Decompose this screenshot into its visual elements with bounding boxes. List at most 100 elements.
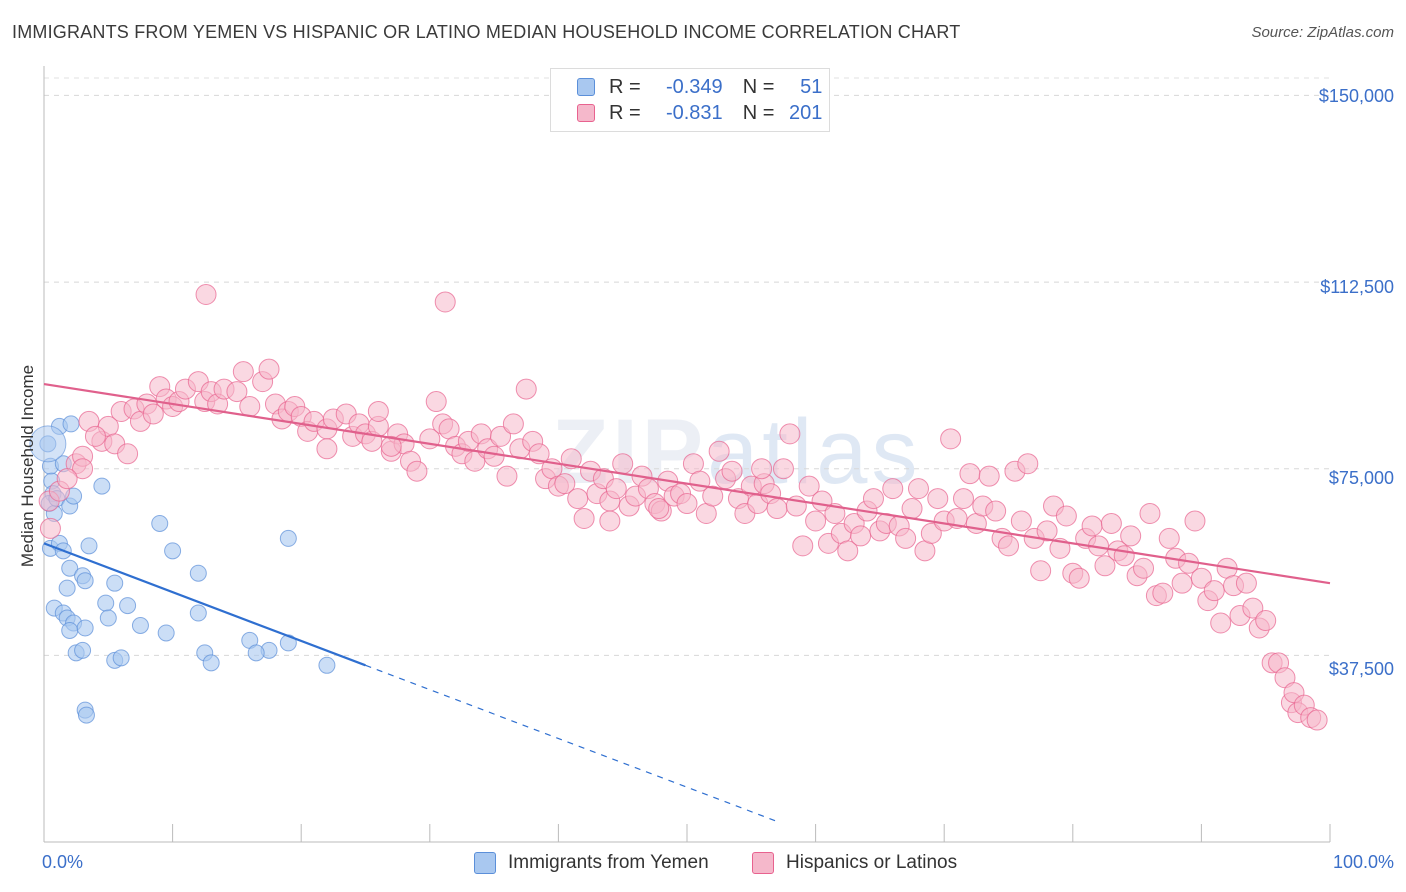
- data-point: [959, 463, 981, 485]
- trend-line-yemen-extension: [365, 664, 778, 822]
- data-point: [232, 361, 254, 383]
- data-point: [1055, 505, 1077, 527]
- data-point: [62, 415, 80, 433]
- data-point: [1210, 612, 1232, 634]
- data-point: [1030, 560, 1052, 582]
- data-point: [1242, 597, 1264, 619]
- correlation-legend: R = -0.349 N = 51 R = -0.831 N = 201: [550, 68, 830, 132]
- data-point: [1152, 582, 1174, 604]
- y-tick-label: $75,000: [1328, 468, 1394, 488]
- data-point: [798, 475, 820, 497]
- data-point: [39, 517, 61, 539]
- data-point: [406, 460, 428, 482]
- data-point: [56, 468, 78, 490]
- data-point: [151, 514, 169, 532]
- legend-n-value: 201: [789, 101, 823, 124]
- data-point: [106, 574, 124, 592]
- data-point: [1036, 520, 1058, 542]
- legend-r-value: -0.349: [665, 75, 723, 98]
- data-point: [112, 649, 130, 667]
- data-point: [751, 458, 773, 480]
- series-hispanic: [38, 284, 1328, 731]
- data-point: [77, 706, 95, 724]
- data-point: [1049, 537, 1071, 559]
- data-point: [189, 564, 207, 582]
- data-point: [1203, 580, 1225, 602]
- legend-label: Immigrants from Yemen: [508, 852, 709, 873]
- data-point: [318, 656, 336, 674]
- data-point: [1017, 453, 1039, 475]
- data-point: [247, 644, 265, 662]
- legend-item-yemen[interactable]: Immigrants from Yemen: [474, 852, 709, 874]
- data-point: [721, 460, 743, 482]
- data-point: [766, 498, 788, 520]
- y-tick-label: $150,000: [1318, 86, 1394, 106]
- data-point: [61, 621, 79, 639]
- legend-swatch: [752, 852, 774, 874]
- data-point: [1010, 510, 1032, 532]
- data-point: [1171, 572, 1193, 594]
- data-point: [502, 413, 524, 435]
- data-point: [605, 478, 627, 500]
- data-point: [946, 507, 968, 529]
- data-point: [850, 525, 872, 547]
- legend-item-hispanic[interactable]: Hispanics or Latinos: [752, 852, 957, 874]
- data-point: [84, 425, 106, 447]
- data-point: [1120, 525, 1142, 547]
- x-tick-label-max: 100.0%: [1332, 852, 1394, 872]
- data-point: [1113, 545, 1135, 567]
- data-point: [998, 535, 1019, 557]
- data-point: [258, 358, 280, 380]
- data-point: [195, 284, 217, 306]
- y-tick-label: $112,500: [1320, 277, 1394, 297]
- data-point: [58, 579, 76, 597]
- data-point: [367, 400, 389, 422]
- data-point: [29, 425, 67, 463]
- data-point: [599, 510, 621, 532]
- data-point: [279, 529, 297, 547]
- data-point: [676, 493, 698, 515]
- data-point: [119, 597, 137, 615]
- data-point: [567, 488, 589, 510]
- data-point: [612, 453, 634, 475]
- data-point: [61, 559, 79, 577]
- data-point: [117, 443, 139, 465]
- legend-swatch-yemen: [577, 78, 595, 96]
- legend-label: Hispanics or Latinos: [786, 852, 958, 873]
- data-point: [490, 425, 512, 447]
- data-point: [708, 440, 730, 462]
- data-point: [895, 527, 917, 549]
- data-point: [380, 435, 402, 457]
- data-point: [131, 616, 149, 634]
- data-point: [80, 537, 98, 555]
- data-point: [226, 381, 248, 403]
- data-point: [434, 291, 456, 313]
- data-point: [862, 488, 884, 510]
- data-point: [927, 488, 949, 510]
- legend-r-value: -0.831: [665, 101, 723, 124]
- legend-r-label: R =: [609, 75, 641, 98]
- data-point: [425, 391, 447, 413]
- legend-swatch: [474, 852, 496, 874]
- data-point: [560, 448, 582, 470]
- data-point: [1235, 572, 1257, 594]
- data-point: [76, 619, 94, 637]
- data-point: [97, 594, 115, 612]
- trend-line-hispanic: [43, 383, 1331, 585]
- data-point: [74, 641, 92, 659]
- data-point: [1139, 503, 1161, 525]
- data-point: [985, 500, 1007, 522]
- legend-n-label: N =: [742, 101, 775, 124]
- data-point: [907, 478, 929, 500]
- data-point: [648, 498, 670, 520]
- data-point: [952, 488, 974, 510]
- data-point: [496, 465, 518, 487]
- data-point: [1306, 709, 1328, 731]
- source-label: Source: ZipAtlas.com: [1251, 24, 1394, 41]
- data-point: [901, 498, 923, 520]
- x-tick-label-min: 0.0%: [42, 852, 84, 872]
- data-point: [940, 428, 962, 450]
- data-point: [164, 542, 182, 560]
- data-point: [515, 378, 537, 400]
